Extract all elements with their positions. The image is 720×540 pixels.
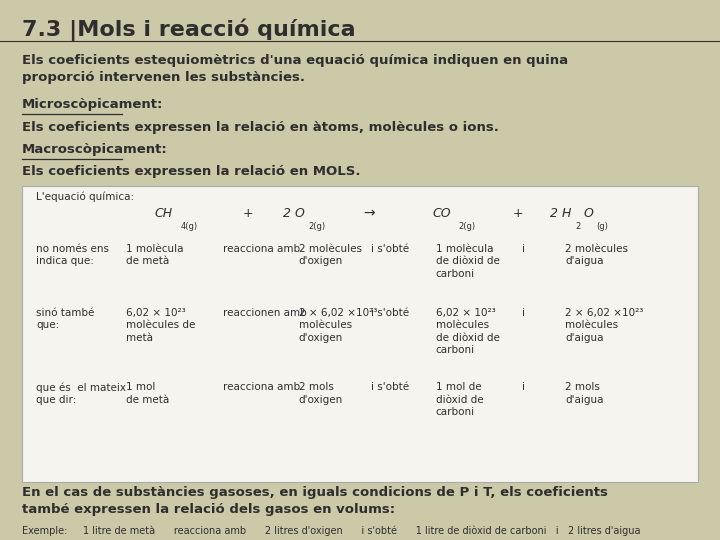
- Text: 2 mols
d'aigua: 2 mols d'aigua: [565, 382, 603, 404]
- Text: 2 mols
d'oxigen: 2 mols d'oxigen: [299, 382, 343, 404]
- Text: 1 mol
de metà: 1 mol de metà: [126, 382, 169, 404]
- Text: Exemple:: Exemple:: [22, 526, 67, 536]
- Text: Els coeficients estequiomètrics d'una equació química indiquen en quina
proporci: Els coeficients estequiomètrics d'una eq…: [22, 54, 568, 84]
- Text: +: +: [243, 207, 253, 220]
- Text: 1 mol de
diòxid de
carboni: 1 mol de diòxid de carboni: [436, 382, 483, 417]
- Text: i s'obté: i s'obté: [371, 244, 409, 254]
- Text: 2 × 6,02 ×10²³
molècules
d'aigua: 2 × 6,02 ×10²³ molècules d'aigua: [565, 308, 644, 342]
- Text: Macroscòpicament:: Macroscòpicament:: [22, 143, 167, 156]
- Text: 4(g): 4(g): [181, 222, 198, 231]
- Text: L'equació química:: L'equació química:: [36, 192, 134, 202]
- Text: (g): (g): [596, 222, 608, 231]
- Text: 2 H: 2 H: [550, 207, 572, 220]
- Text: 1 molècula
de metà: 1 molècula de metà: [126, 244, 184, 266]
- Text: 2(g): 2(g): [308, 222, 325, 231]
- Text: reacciona amb: reacciona amb: [223, 382, 300, 393]
- Text: i s'obté: i s'obté: [371, 308, 409, 318]
- Text: i: i: [522, 382, 525, 393]
- Text: i: i: [522, 244, 525, 254]
- Text: CO: CO: [432, 207, 451, 220]
- FancyBboxPatch shape: [22, 186, 698, 482]
- Text: Els coeficients expressen la relació en MOLS.: Els coeficients expressen la relació en …: [22, 165, 360, 178]
- Text: 7.3 |Mols i reacció química: 7.3 |Mols i reacció química: [22, 19, 355, 42]
- Text: 2(g): 2(g): [458, 222, 475, 231]
- Text: reaccionen amb: reaccionen amb: [223, 308, 307, 318]
- Text: En el cas de substàncies gasoses, en iguals condicions de P i T, els coeficients: En el cas de substàncies gasoses, en igu…: [22, 486, 608, 516]
- Text: sinó també
que:: sinó també que:: [36, 308, 94, 330]
- Text: 1 molècula
de diòxid de
carboni: 1 molècula de diòxid de carboni: [436, 244, 500, 279]
- Text: Els coeficients expressen la relació en àtoms, molècules o ions.: Els coeficients expressen la relació en …: [22, 121, 498, 134]
- Text: 2 × 6,02 ×10²³
molècules
d'oxigen: 2 × 6,02 ×10²³ molècules d'oxigen: [299, 308, 377, 342]
- Text: CH: CH: [155, 207, 173, 220]
- Text: 1 litre de metà      reacciona amb      2 litres d'oxigen      i s'obté      1 l: 1 litre de metà reacciona amb 2 litres d…: [83, 526, 640, 536]
- Text: O: O: [584, 207, 594, 220]
- Text: 2: 2: [575, 222, 580, 231]
- Text: 6,02 × 10²³
molècules
de diòxid de
carboni: 6,02 × 10²³ molècules de diòxid de carbo…: [436, 308, 500, 355]
- Text: i: i: [522, 308, 525, 318]
- Text: no només ens
indica que:: no només ens indica que:: [36, 244, 109, 266]
- Text: reacciona amb: reacciona amb: [223, 244, 300, 254]
- Text: i s'obté: i s'obté: [371, 382, 409, 393]
- Text: que és  el mateix
que dir:: que és el mateix que dir:: [36, 382, 126, 405]
- Text: 2 O: 2 O: [283, 207, 305, 220]
- Text: 2 molècules
d'aigua: 2 molècules d'aigua: [565, 244, 628, 266]
- Text: →: →: [364, 206, 375, 220]
- Text: 6,02 × 10²³
molècules de
metà: 6,02 × 10²³ molècules de metà: [126, 308, 195, 342]
- Text: +: +: [513, 207, 523, 220]
- Text: Microscòpicament:: Microscòpicament:: [22, 98, 163, 111]
- Text: 2 molècules
d'oxigen: 2 molècules d'oxigen: [299, 244, 362, 266]
